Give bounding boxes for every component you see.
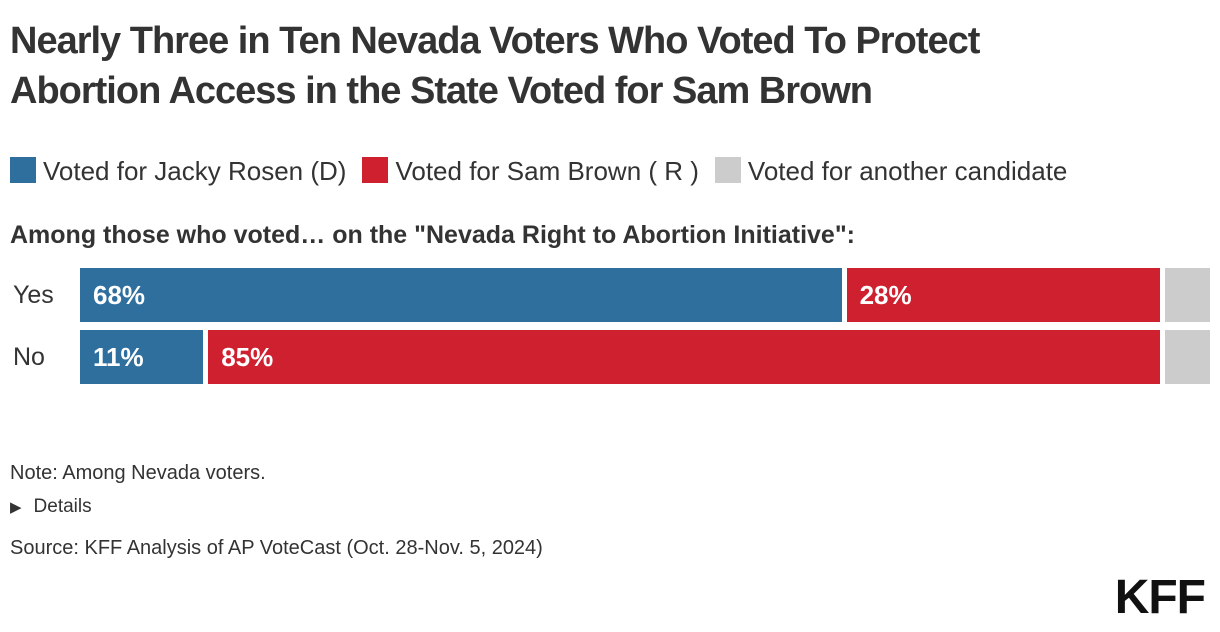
bar-track: 68% 28% (80, 268, 1210, 322)
bar-segment[interactable] (1165, 268, 1210, 322)
bar-segment[interactable]: 68% (80, 268, 842, 322)
legend-label: Voted for Sam Brown ( R ) (395, 156, 699, 186)
bar-row-no: No 11% 85% (10, 330, 1210, 384)
legend-label: Voted for another candidate (747, 156, 1068, 186)
legend-swatch-icon (362, 157, 389, 183)
legend-swatch-icon (10, 157, 36, 183)
row-label: Yes (13, 280, 54, 309)
bar-row-yes: Yes 68% 28% (10, 268, 1210, 322)
row-label: No (13, 342, 45, 371)
chart-subtitle: Among those who voted… on the "Nevada Ri… (10, 221, 855, 249)
bar-track: 11% 85% (80, 330, 1210, 384)
legend-item-1: Voted for Sam Brown ( R ) (362, 156, 699, 186)
bar-segment[interactable]: 28% (846, 268, 1161, 322)
segment-value-label: 11% (93, 341, 144, 372)
triangle-right-icon: ▶ (10, 499, 22, 516)
page-title: Nearly Three in Ten Nevada Voters Who Vo… (10, 20, 980, 112)
legend: Voted for Jacky Rosen (D) Voted for Sam B… (10, 144, 1090, 198)
kff-logo: KFF (1114, 571, 1206, 624)
bar-segment[interactable]: 85% (208, 330, 1161, 384)
bar-segment[interactable] (1165, 330, 1210, 384)
segment-value-label: 85% (221, 341, 274, 372)
bar-segment[interactable]: 11% (80, 330, 204, 384)
segment-value-label: 28% (859, 279, 912, 310)
bar-chart: Yes 68% 28% No 11% 85% (10, 268, 1210, 384)
details-label: Details (33, 496, 92, 517)
legend-label: Voted for Jacky Rosen (D) (43, 156, 347, 186)
segment-value-label: 68% (93, 279, 146, 310)
chart-source: Source: KFF Analysis of AP VoteCast (Oct… (10, 537, 543, 559)
details-toggle[interactable]: ▶ Details (10, 496, 92, 518)
legend-item-0: Voted for Jacky Rosen (D) (10, 156, 346, 186)
legend-swatch-icon (714, 157, 741, 183)
legend-item-2: Voted for another candidate (714, 156, 1068, 186)
chart-note: Note: Among Nevada voters. (10, 462, 266, 484)
